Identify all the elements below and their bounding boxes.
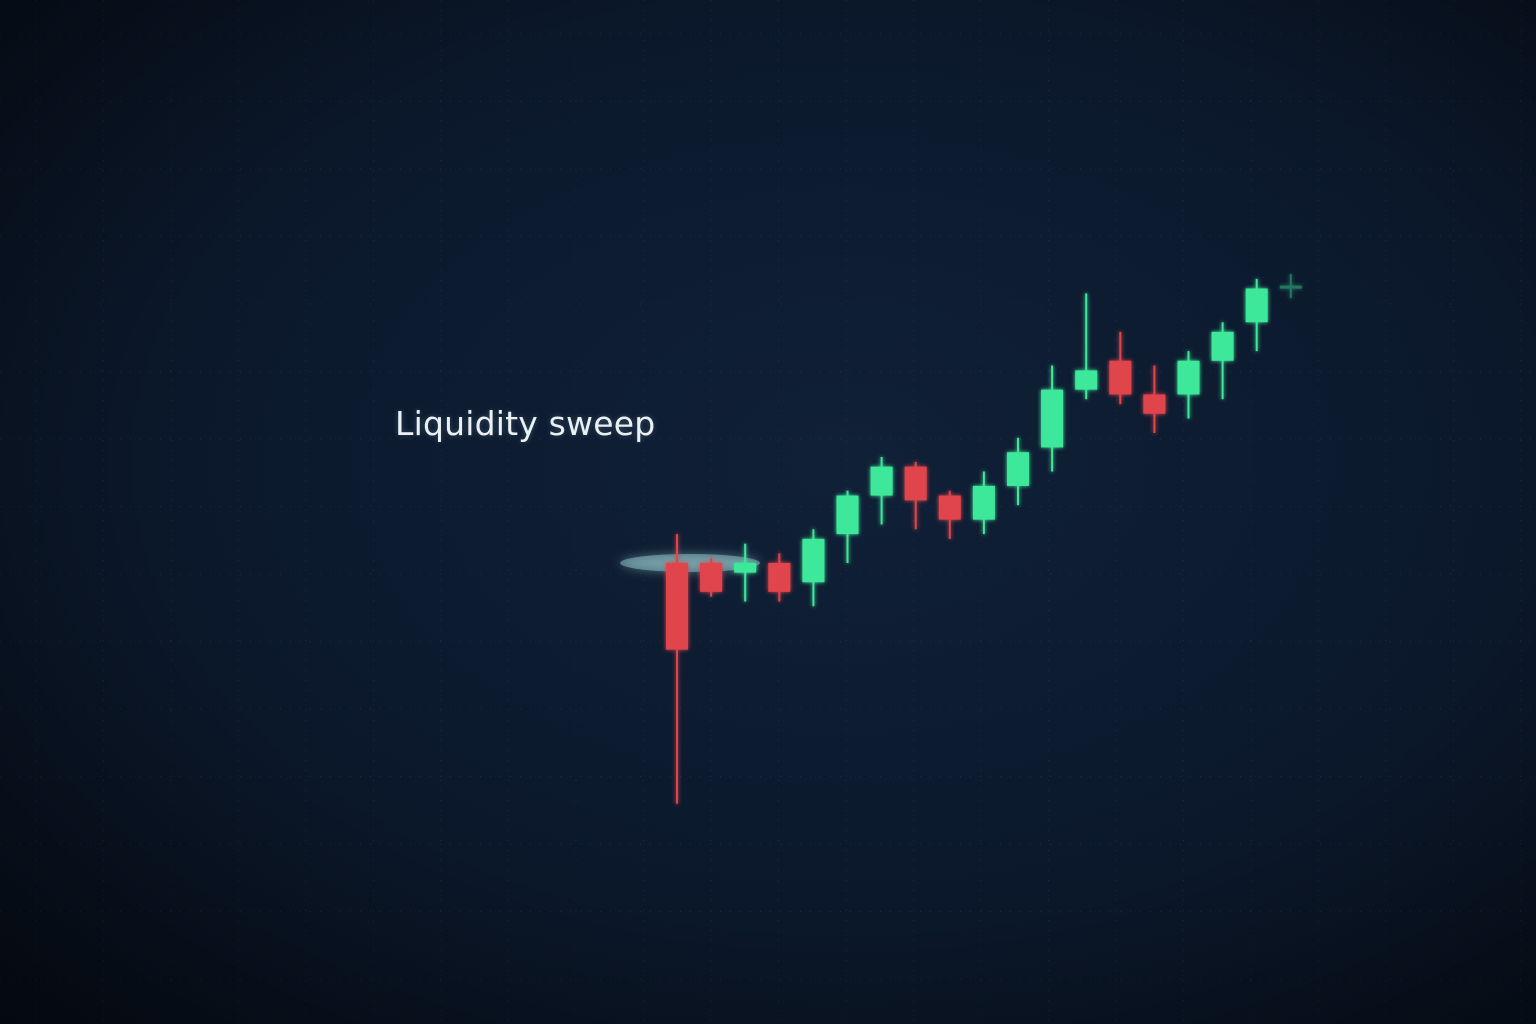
annotation-label: Liquidity sweep — [395, 404, 656, 443]
